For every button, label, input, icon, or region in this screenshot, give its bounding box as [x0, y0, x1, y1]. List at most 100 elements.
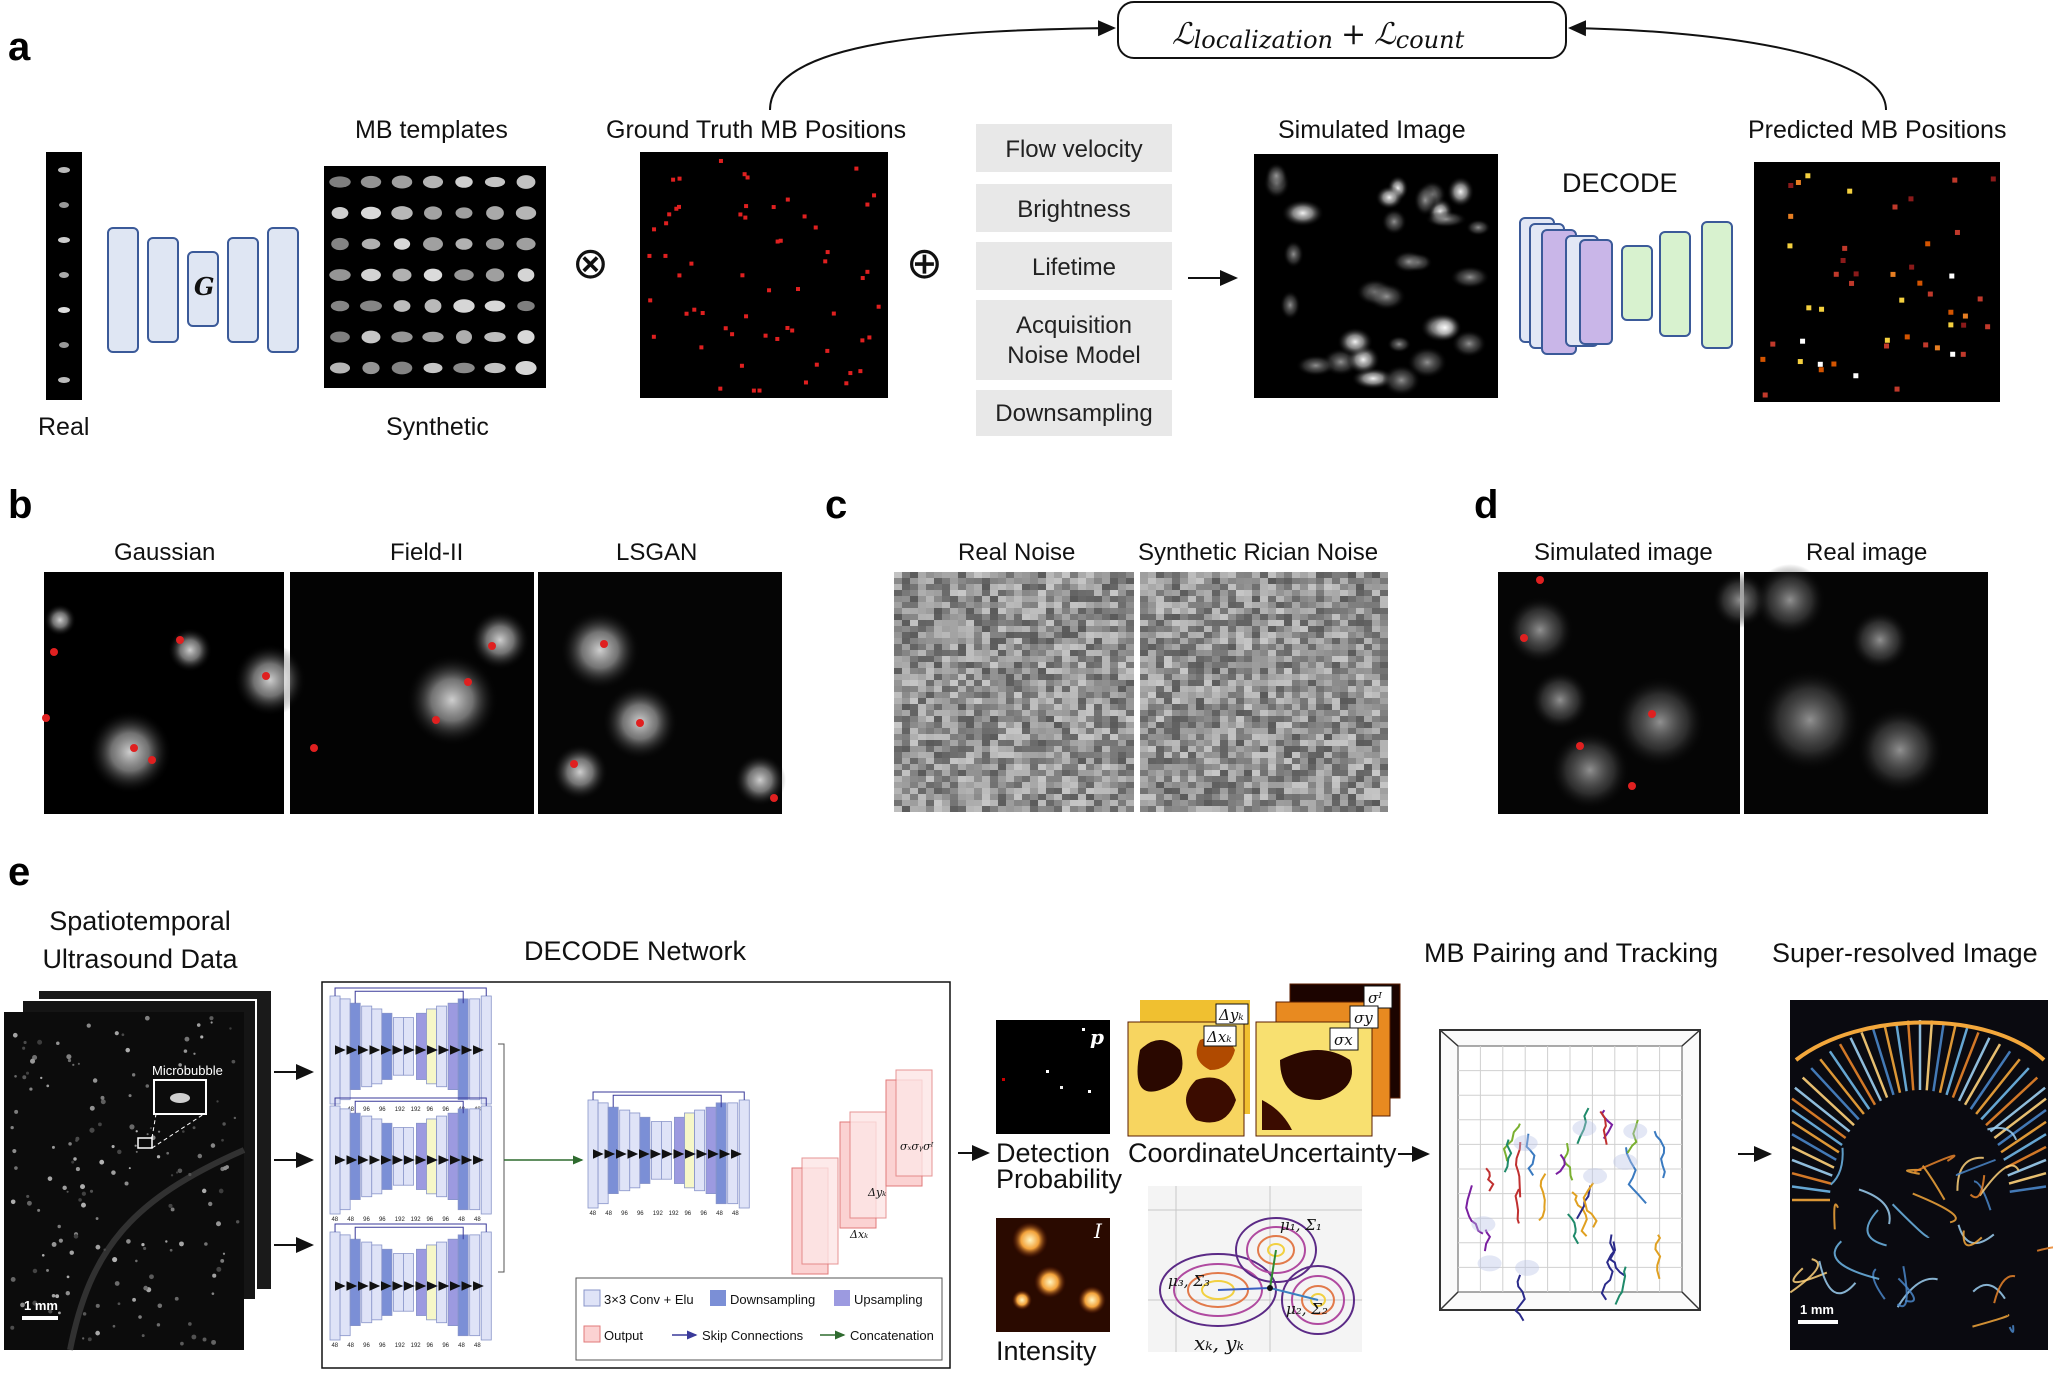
noise-cell	[902, 722, 910, 728]
noise-cell	[1006, 584, 1014, 590]
noise-cell	[1332, 662, 1340, 668]
noise-cell	[1148, 656, 1156, 662]
noise-cell	[1102, 626, 1110, 632]
noise-cell	[1284, 590, 1292, 596]
noise-cell	[1276, 638, 1284, 644]
b-blob	[734, 754, 786, 806]
add-operator: ⊕	[906, 238, 943, 289]
noise-cell	[1268, 794, 1276, 800]
noise-cell	[1046, 740, 1054, 746]
speckle	[111, 1170, 116, 1175]
noise-cell	[894, 770, 902, 776]
noise-cell	[958, 758, 966, 764]
e-sr-vessels	[1789, 1020, 2053, 1333]
noise-cell	[1348, 650, 1356, 656]
template-cell	[360, 300, 382, 312]
noise-cell	[1260, 578, 1268, 584]
noise-cell	[1070, 722, 1078, 728]
noise-cell	[1268, 626, 1276, 632]
noise-cell	[902, 662, 910, 668]
noise-cell	[982, 578, 990, 584]
noise-cell	[1126, 776, 1134, 782]
noise-cell	[910, 632, 918, 638]
noise-cell	[934, 632, 942, 638]
speckle	[26, 1200, 32, 1206]
noise-cell	[958, 794, 966, 800]
noise-cell	[1046, 632, 1054, 638]
noise-cell	[934, 734, 942, 740]
noise-cell	[1022, 764, 1030, 770]
noise-cell	[1244, 602, 1252, 608]
noise-cell	[1086, 632, 1094, 638]
noise-cell	[974, 710, 982, 716]
noise-cell	[998, 638, 1006, 644]
noise-cell	[1148, 638, 1156, 644]
noise-cell	[1276, 632, 1284, 638]
noise-cell	[1140, 746, 1148, 752]
noise-cell	[934, 698, 942, 704]
noise-cell	[1300, 650, 1308, 656]
noise-cell	[1212, 704, 1220, 710]
noise-cell	[1380, 752, 1388, 758]
noise-cell	[1038, 704, 1046, 710]
noise-cell	[982, 620, 990, 626]
speckle	[233, 1116, 237, 1120]
noise-cell	[1062, 758, 1070, 764]
noise-cell	[1364, 734, 1372, 740]
trajectory	[1625, 1147, 1647, 1204]
noise-cell	[1046, 596, 1054, 602]
noise-cell	[990, 722, 998, 728]
noise-cell	[1014, 698, 1022, 704]
noise-cell	[1228, 668, 1236, 674]
noise-cell	[910, 734, 918, 740]
noise-cell	[902, 596, 910, 602]
noise-cell	[1332, 800, 1340, 806]
noise-cell	[982, 584, 990, 590]
noise-cell	[1308, 608, 1316, 614]
noise-cell	[1364, 662, 1372, 668]
noise-cell	[1204, 608, 1212, 614]
noise-cell	[1070, 710, 1078, 716]
noise-cell	[1030, 716, 1038, 722]
noise-cell	[1228, 680, 1236, 686]
noise-cell	[1110, 578, 1118, 584]
noise-cell	[1228, 794, 1236, 800]
unet-block	[705, 1106, 717, 1194]
noise-cell	[1364, 770, 1372, 776]
noise-cell	[1126, 572, 1134, 578]
noise-cell	[1268, 776, 1276, 782]
noise-cell	[1046, 770, 1054, 776]
noise-cell	[1014, 734, 1022, 740]
noise-cell	[942, 626, 950, 632]
noise-cell	[910, 806, 918, 812]
noise-cell	[958, 722, 966, 728]
noise-cell	[1156, 770, 1164, 776]
noise-cell	[1070, 614, 1078, 620]
noise-cell	[1148, 800, 1156, 806]
vessel	[2008, 1325, 2015, 1333]
noise-cell	[1014, 722, 1022, 728]
noise-cell	[1022, 806, 1030, 812]
noise-cell	[1164, 674, 1172, 680]
e-coordinate-label: Coordinate	[1128, 1138, 1260, 1168]
noise-cell	[1212, 788, 1220, 794]
noise-cell	[1228, 572, 1236, 578]
noise-cell	[1172, 764, 1180, 770]
noise-cell	[974, 596, 982, 602]
noise-cell	[1022, 596, 1030, 602]
noise-cell	[926, 692, 934, 698]
noise-cell	[1244, 794, 1252, 800]
noise-cell	[1364, 578, 1372, 584]
noise-cell	[1046, 698, 1054, 704]
speckle	[75, 1138, 79, 1142]
noise-cell	[902, 572, 910, 578]
noise-cell	[894, 584, 902, 590]
e-gmm-mu1: μ₁, Σ₁	[1280, 1216, 1322, 1234]
noise-cell	[910, 716, 918, 722]
noise-cell	[1348, 686, 1356, 692]
noise-cell	[934, 584, 942, 590]
noise-cell	[1148, 686, 1156, 692]
noise-cell	[1062, 710, 1070, 716]
noise-cell	[1356, 662, 1364, 668]
noise-cell	[1110, 656, 1118, 662]
